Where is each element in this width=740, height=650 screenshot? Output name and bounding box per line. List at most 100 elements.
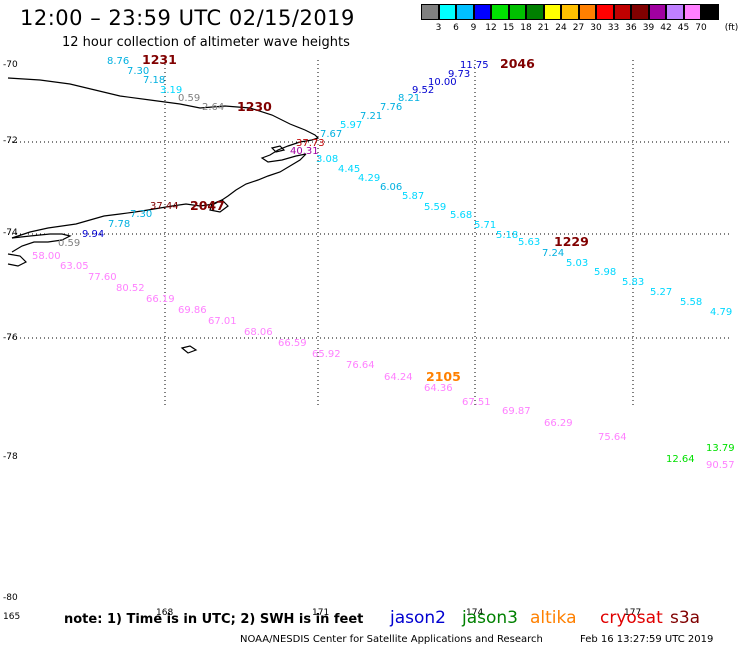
- orbit-time-tag: 1229: [554, 234, 589, 249]
- swh-value-label: 58.00: [32, 251, 61, 262]
- scale-tick-label: 33: [607, 23, 620, 33]
- scale-tick-label: 18: [520, 23, 532, 33]
- generated-timestamp: Feb 16 13:27:59 UTC 2019: [580, 634, 714, 645]
- swh-value-label: 80.52: [116, 283, 145, 294]
- swh-value-label: 69.86: [178, 305, 207, 316]
- latitude-label: -70: [3, 60, 18, 70]
- orbit-time-tag: 2105: [426, 369, 461, 384]
- swh-value-label: 7.21: [360, 111, 382, 122]
- swh-value-label: 77.60: [88, 272, 117, 283]
- scale-tick-label: 9: [470, 23, 477, 33]
- swh-value-label: 4.45: [338, 164, 360, 175]
- scale-tick-label: 15: [502, 23, 515, 33]
- swh-value-label: 5.68: [450, 210, 472, 221]
- satellite-legend-s3a: s3a: [670, 608, 701, 628]
- scale-swatch: [631, 4, 649, 20]
- scale-swatch: [473, 4, 491, 20]
- scale-tick-label: 27: [572, 23, 585, 33]
- coastline-north: [7, 77, 320, 163]
- longitude-label: 165: [3, 612, 21, 622]
- latitude-label: -78: [3, 452, 18, 462]
- credit-line: NOAA/NESDIS Center for Satellite Applica…: [240, 634, 543, 645]
- scale-swatch: [456, 4, 474, 20]
- swh-value-label: 5.18: [496, 230, 518, 241]
- swh-value-label: 3.19: [160, 85, 182, 96]
- swh-value-label: 12.64: [666, 454, 695, 465]
- swh-value-label: 65.92: [312, 349, 341, 360]
- coastline-cape: [7, 253, 28, 267]
- scale-swatch: [543, 4, 561, 20]
- longitude-label: 171: [312, 608, 330, 618]
- swh-value-label: 37.44: [150, 201, 179, 212]
- swh-value-label: 7.67: [320, 129, 342, 140]
- swh-value-label: 7.24: [542, 248, 564, 259]
- swh-value-label: 2.64: [202, 102, 224, 113]
- longitude-label: 177: [624, 608, 642, 618]
- island-3: [270, 145, 286, 153]
- swh-value-label: 64.24: [384, 372, 413, 383]
- map-subtitle: 12 hour collection of altimeter wave hei…: [62, 35, 350, 50]
- scale-swatch: [508, 4, 526, 20]
- scale-swatch: [683, 4, 701, 20]
- latitude-label: -76: [3, 333, 18, 343]
- swh-value-label: 66.59: [278, 338, 307, 349]
- coastline-ross-sea: [11, 153, 307, 239]
- map-title: 12:00 – 23:59 UTC 02/15/2019: [20, 6, 355, 30]
- swh-value-label: 90.57: [706, 460, 735, 471]
- longitude-label: 168: [156, 608, 174, 618]
- orbit-time-tag: 2046: [500, 56, 535, 71]
- scale-unit-label: (ft): [724, 23, 739, 33]
- swh-value-label: 13.79: [706, 443, 735, 454]
- satellite-legend-altika: altika: [530, 608, 577, 628]
- scale-tick-label: 12: [485, 23, 497, 33]
- scale-swatch: [526, 4, 544, 20]
- swh-value-label: 7.30: [130, 209, 152, 220]
- swh-value-label: 5.83: [622, 277, 644, 288]
- swh-value-label: 3.08: [316, 154, 338, 165]
- lat-lon-grid: [8, 60, 732, 405]
- island-2: [180, 345, 198, 354]
- swh-labels-layer: 8.767.307.183.190.592.6411.759.7310.009.…: [32, 56, 735, 471]
- scale-swatch: [596, 4, 614, 20]
- swh-value-label: 5.58: [680, 297, 702, 308]
- coastline-victoria-land: [11, 233, 72, 253]
- orbit-time-tag: 1230: [237, 99, 272, 114]
- swh-value-label: 11.75: [460, 60, 489, 71]
- swh-value-label: 63.05: [60, 261, 89, 272]
- scale-swatch: [438, 4, 456, 20]
- scale-swatch: [613, 4, 631, 20]
- scale-swatch: [648, 4, 666, 20]
- scale-swatch: [666, 4, 684, 20]
- swh-value-label: 5.59: [424, 202, 446, 213]
- scale-swatch: [491, 4, 509, 20]
- scale-tick-label: 24: [555, 23, 567, 33]
- satellite-legend-cryosat: cryosat: [600, 608, 663, 628]
- swh-value-label: 76.64: [346, 360, 375, 371]
- longitude-label: 174: [466, 608, 484, 618]
- scale-tick-label: 45: [677, 23, 690, 33]
- swh-value-label: 67.01: [208, 316, 237, 327]
- scale-swatch: [578, 4, 596, 20]
- scale-tick-label: 21: [537, 23, 550, 33]
- swh-value-label: 7.18: [143, 75, 165, 86]
- swh-value-label: 5.03: [566, 258, 588, 269]
- satellite-legend-jason2: jason2: [390, 608, 446, 628]
- swh-value-label: 4.79: [710, 307, 732, 318]
- coastline: [7, 77, 320, 354]
- swh-value-label: 7.76: [380, 102, 402, 113]
- swh-value-label: 66.19: [146, 294, 175, 305]
- scale-tick-label: 39: [642, 23, 655, 33]
- swh-value-label: 5.63: [518, 237, 540, 248]
- scale-tick-label: 42: [660, 23, 672, 33]
- swh-value-label: 8.21: [398, 93, 420, 104]
- scale-tick-label: 6: [453, 23, 459, 33]
- swh-value-label: 5.27: [650, 287, 672, 298]
- swh-value-label: 0.59: [58, 238, 80, 249]
- swh-value-label: 64.36: [424, 383, 453, 394]
- swh-value-label: 10.00: [428, 77, 457, 88]
- swh-value-label: 8.76: [107, 56, 129, 67]
- orbit-time-tag: 2047: [190, 198, 225, 213]
- swh-value-label: 66.29: [544, 418, 573, 429]
